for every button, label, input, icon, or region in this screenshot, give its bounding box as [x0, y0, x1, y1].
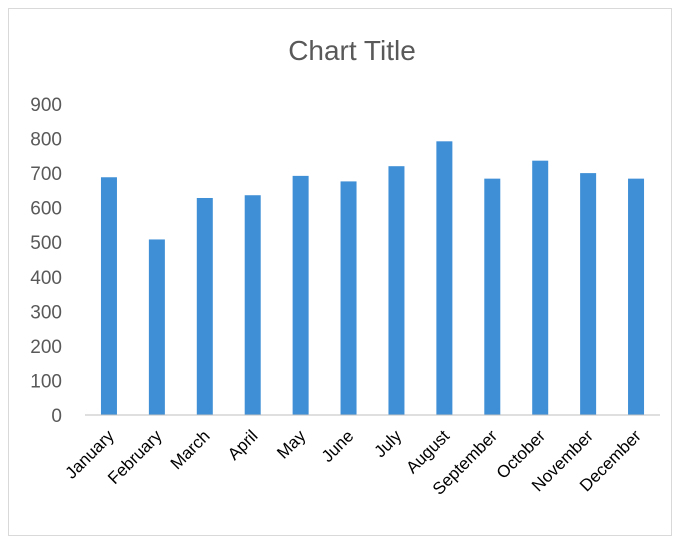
y-tick-label: 600 [30, 199, 62, 220]
bar-january [100, 177, 117, 415]
x-tick-label: July [370, 426, 405, 461]
bar-may [292, 175, 309, 415]
y-axis: 0 100 200 300 400 500 600 700 800 900 [30, 95, 62, 427]
y-tick-label: 800 [30, 130, 62, 151]
x-tick-label: March [167, 426, 214, 473]
bar-july [388, 166, 405, 415]
x-tick-label: May [273, 426, 309, 462]
y-tick-label: 400 [30, 268, 62, 289]
y-tick-label: 200 [30, 337, 62, 358]
x-tick-label: February [104, 426, 166, 488]
y-tick-label: 900 [30, 95, 62, 116]
chart-title: Chart Title [288, 35, 416, 66]
bar-april [244, 195, 261, 415]
bar-august [436, 141, 453, 415]
bar-june [340, 181, 357, 415]
bar-october [532, 160, 549, 415]
bar-series [100, 141, 645, 415]
x-tick-label: June [318, 426, 358, 466]
bar-february [148, 239, 165, 415]
bar-september [484, 178, 501, 415]
chart-area [8, 8, 672, 536]
y-tick-label: 700 [30, 164, 62, 185]
y-tick-label: 300 [30, 302, 62, 323]
bar-november [580, 173, 597, 415]
bar-march [196, 197, 213, 415]
y-tick-label: 500 [30, 233, 62, 254]
bar-december [628, 178, 645, 415]
y-tick-label: 0 [51, 406, 62, 427]
y-tick-label: 100 [30, 371, 62, 392]
x-tick-label: April [224, 426, 261, 463]
